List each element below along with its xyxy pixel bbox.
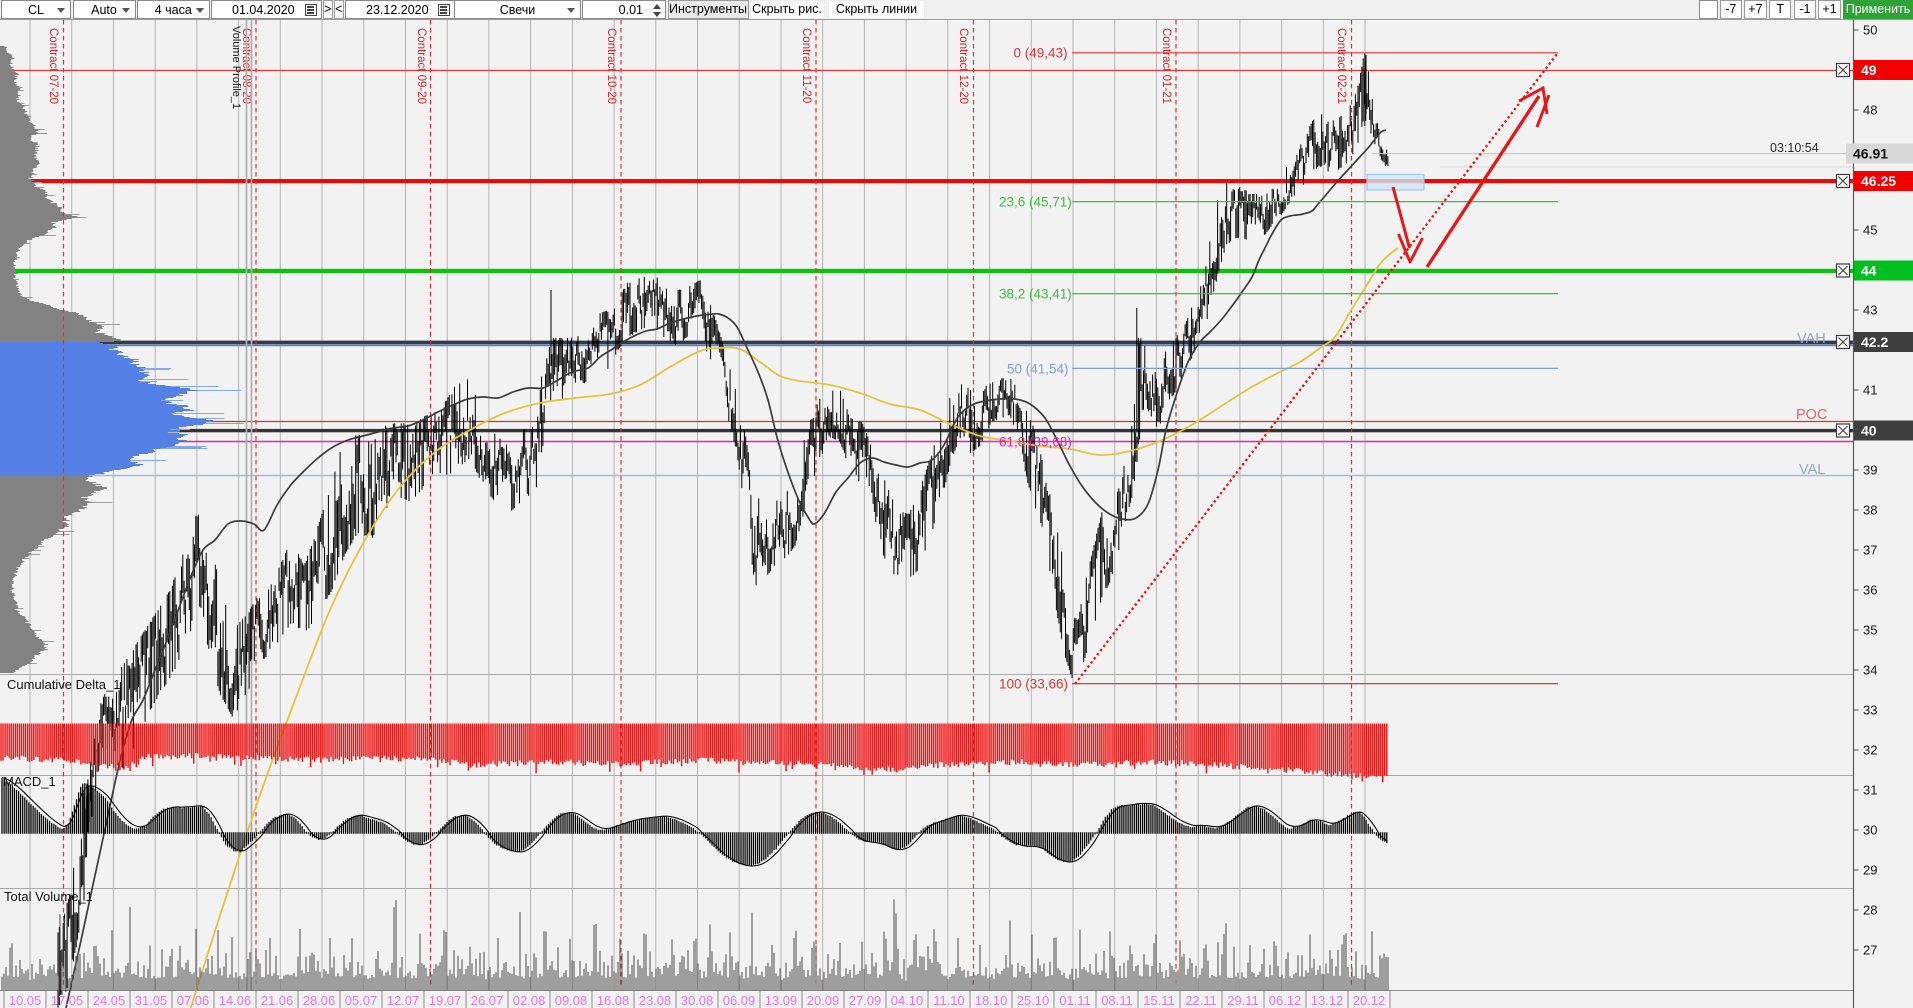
svg-text:02.08: 02.08: [513, 993, 546, 1008]
svg-text:46.91: 46.91: [1853, 146, 1888, 162]
svg-text:23.08: 23.08: [639, 993, 672, 1008]
svg-text:48: 48: [1863, 103, 1877, 118]
svg-text:Contract 12-20: Contract 12-20: [957, 28, 969, 104]
svg-text:14.06: 14.06: [219, 993, 252, 1008]
svg-text:10.05: 10.05: [9, 993, 42, 1008]
svg-text:36: 36: [1863, 583, 1877, 598]
svg-text:Contract 01-21: Contract 01-21: [1160, 28, 1172, 104]
svg-text:MACD_1: MACD_1: [3, 774, 56, 789]
svg-text:30.08: 30.08: [681, 993, 714, 1008]
svg-text:38: 38: [1863, 503, 1877, 518]
svg-text:06.09: 06.09: [723, 993, 756, 1008]
svg-text:08.11: 08.11: [1101, 993, 1133, 1008]
svg-text:09.08: 09.08: [555, 993, 588, 1008]
svg-text:42.2: 42.2: [1861, 334, 1888, 350]
svg-text:VAL: VAL: [1799, 462, 1825, 478]
svg-text:28.06: 28.06: [303, 993, 336, 1008]
svg-text:24.05: 24.05: [93, 993, 126, 1008]
svg-text:13.12: 13.12: [1311, 993, 1344, 1008]
svg-text:23,6 (45,71): 23,6 (45,71): [999, 195, 1072, 210]
svg-text:27.09: 27.09: [849, 993, 882, 1008]
svg-text:12.07: 12.07: [387, 993, 420, 1008]
svg-text:Contract 11-20: Contract 11-20: [800, 28, 812, 103]
svg-text:25.10: 25.10: [1017, 993, 1050, 1008]
svg-text:Contract 10-20: Contract 10-20: [605, 28, 617, 104]
svg-text:27: 27: [1863, 943, 1877, 958]
svg-text:06.12: 06.12: [1269, 993, 1302, 1008]
svg-text:30: 30: [1863, 823, 1877, 838]
svg-text:33: 33: [1863, 703, 1877, 718]
svg-text:29: 29: [1863, 863, 1877, 878]
svg-text:Contract 09-20: Contract 09-20: [415, 28, 427, 104]
svg-text:34: 34: [1863, 663, 1877, 678]
svg-text:40: 40: [1861, 423, 1877, 439]
svg-text:50 (41,54): 50 (41,54): [1007, 362, 1069, 377]
svg-text:29.11: 29.11: [1227, 993, 1259, 1008]
svg-text:44: 44: [1861, 263, 1877, 279]
svg-text:0 (49,43): 0 (49,43): [1014, 46, 1068, 61]
svg-text:POC: POC: [1796, 407, 1827, 423]
svg-text:32: 32: [1863, 743, 1877, 758]
svg-text:50: 50: [1863, 23, 1877, 38]
svg-text:Contract 07-20: Contract 07-20: [47, 28, 59, 104]
svg-text:03:10:54: 03:10:54: [1770, 141, 1819, 155]
svg-text:26.07: 26.07: [471, 993, 504, 1008]
svg-text:17.05: 17.05: [51, 993, 84, 1008]
svg-text:Total Volume_1: Total Volume_1: [4, 889, 93, 904]
svg-text:38,2 (43,41): 38,2 (43,41): [999, 287, 1072, 302]
svg-text:15.11: 15.11: [1143, 993, 1175, 1008]
svg-text:61,8 (39,68): 61,8 (39,68): [999, 435, 1072, 450]
svg-text:21.06: 21.06: [261, 993, 294, 1008]
svg-text:49: 49: [1861, 62, 1877, 78]
svg-text:20.12: 20.12: [1353, 993, 1386, 1008]
svg-text:31.05: 31.05: [135, 993, 168, 1008]
svg-text:37: 37: [1863, 543, 1877, 558]
svg-text:Contract 02-21: Contract 02-21: [1335, 28, 1347, 104]
svg-text:11.10: 11.10: [933, 993, 965, 1008]
svg-text:Cumulative Delta_1: Cumulative Delta_1: [7, 677, 120, 692]
svg-text:43: 43: [1863, 303, 1877, 318]
svg-text:16.08: 16.08: [597, 993, 630, 1008]
svg-text:46.25: 46.25: [1861, 173, 1896, 189]
svg-text:18.10: 18.10: [975, 993, 1008, 1008]
svg-text:20.09: 20.09: [807, 993, 840, 1008]
svg-text:VAH: VAH: [1797, 331, 1826, 347]
svg-text:01.11: 01.11: [1059, 993, 1091, 1008]
svg-text:35: 35: [1863, 623, 1877, 638]
svg-text:04.10: 04.10: [891, 993, 924, 1008]
svg-text:100 (33,66): 100 (33,66): [999, 677, 1068, 692]
svg-text:07.06: 07.06: [177, 993, 210, 1008]
svg-text:45: 45: [1863, 223, 1877, 238]
svg-text:22.11: 22.11: [1185, 993, 1217, 1008]
svg-text:28: 28: [1863, 903, 1877, 918]
svg-text:Volume Profile_1: Volume Profile_1: [230, 26, 242, 109]
svg-text:39: 39: [1863, 463, 1877, 478]
svg-text:05.07: 05.07: [345, 993, 378, 1008]
svg-text:13.09: 13.09: [765, 993, 798, 1008]
svg-text:41: 41: [1863, 383, 1877, 398]
svg-text:19.07: 19.07: [429, 993, 462, 1008]
svg-text:31: 31: [1863, 783, 1877, 798]
